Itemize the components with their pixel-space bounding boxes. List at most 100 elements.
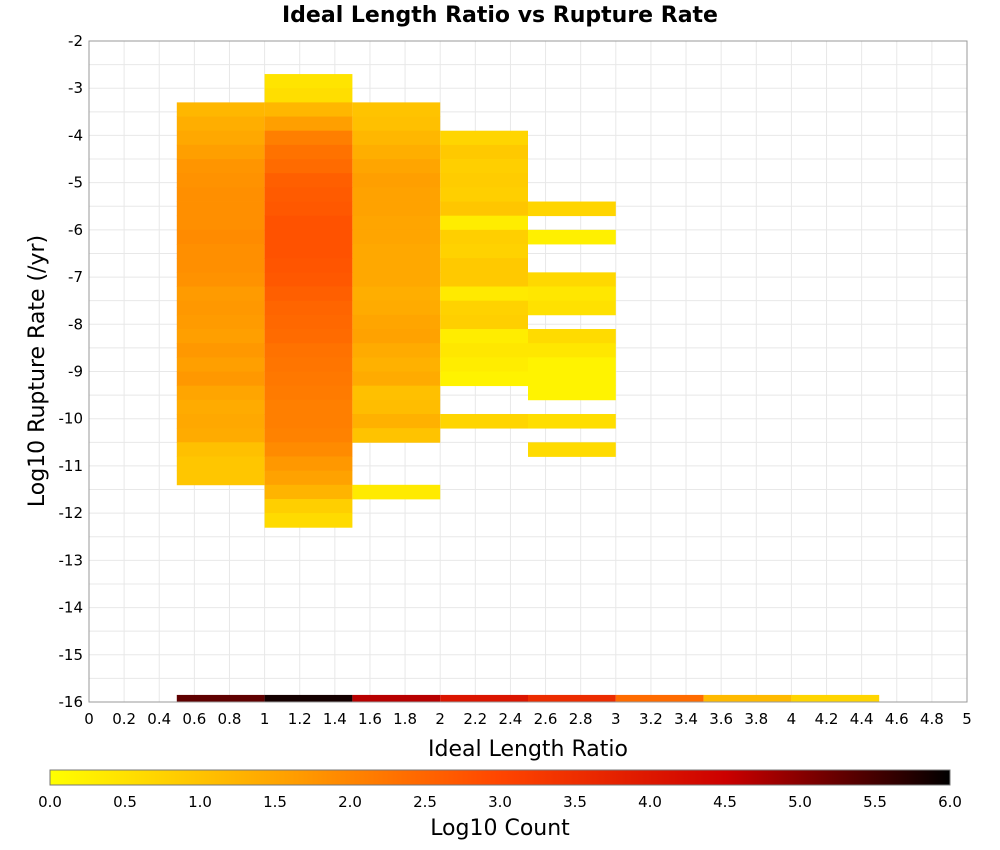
heatmap-cell: [176, 215, 265, 231]
heatmap-cell: [440, 371, 528, 387]
heatmap-cell: [528, 385, 616, 401]
heatmap-cell: [352, 244, 441, 259]
heatmap-cell: [352, 314, 441, 330]
heatmap-cell: [791, 694, 880, 702]
heatmap-cell: [352, 116, 441, 132]
x-tick-label: 3: [611, 710, 621, 728]
heatmap-cell: [176, 102, 265, 117]
x-tick-label: 0.8: [218, 710, 242, 728]
heatmap-cell: [703, 694, 792, 702]
heatmap-cell: [440, 144, 528, 160]
heatmap-cell: [264, 88, 353, 103]
heatmap-cell: [528, 343, 616, 358]
heatmap-cell: [176, 130, 265, 146]
y-tick-label: -9: [68, 363, 83, 381]
colorbar-tick-label: 0.5: [113, 793, 137, 811]
heatmap-cell: [264, 498, 353, 514]
heatmap-cell: [352, 343, 441, 358]
chart-title: Ideal Length Ratio vs Rupture Rate: [282, 3, 718, 28]
colorbar-tick-label: 4.5: [713, 793, 737, 811]
y-tick-label: -10: [59, 410, 84, 428]
heatmap-cell: [264, 357, 353, 372]
heatmap-cell: [176, 343, 265, 358]
heatmap-cell: [264, 470, 353, 486]
heatmap-cell: [264, 258, 353, 273]
x-tick-label: 0.6: [182, 710, 206, 728]
heatmap-cell: [176, 173, 265, 188]
heatmap-cell: [440, 314, 528, 330]
heatmap-cell: [176, 116, 265, 132]
x-tick-label: 2: [435, 710, 445, 728]
x-tick-label: 2.6: [534, 710, 558, 728]
y-tick-label: -6: [68, 221, 83, 239]
heatmap-cell: [176, 258, 265, 273]
x-tick-label: 4: [787, 710, 797, 728]
heatmap-cell: [352, 102, 441, 117]
heatmap-cell: [264, 130, 353, 146]
heatmap-cell: [440, 229, 528, 245]
heatmap-cell: [352, 187, 441, 202]
heatmap-cell: [352, 229, 441, 245]
heatmap-cell: [264, 286, 353, 302]
heatmap-cell: [352, 130, 441, 146]
heatmap-cell: [176, 371, 265, 387]
heatmap-cell: [352, 357, 441, 372]
heatmap-cell: [264, 201, 353, 217]
heatmap-cell: [264, 314, 353, 330]
heatmap-cell: [440, 201, 528, 217]
x-tick-label: 2.2: [463, 710, 487, 728]
heatmap-cell: [440, 694, 528, 702]
heatmap-cell: [176, 229, 265, 245]
heatmap-cell: [264, 173, 353, 188]
heatmap-cell: [176, 286, 265, 302]
heatmap-cell: [352, 215, 441, 231]
x-axis-label: Ideal Length Ratio: [428, 737, 628, 762]
heatmap-cell: [264, 215, 353, 231]
heatmap-cell: [528, 371, 616, 387]
x-tick-label: 5: [962, 710, 972, 728]
heatmap-cell: [176, 413, 265, 429]
heatmap-cell: [264, 442, 353, 457]
y-tick-label: -11: [59, 457, 84, 475]
heatmap-cell: [528, 442, 616, 457]
heatmap-cell: [264, 343, 353, 358]
y-axis-label: Log10 Rupture Rate (/yr): [25, 235, 50, 507]
heatmap-cell: [440, 187, 528, 202]
heatmap-cell: [176, 357, 265, 372]
y-tick-label: -13: [59, 551, 84, 569]
heatmap-cell: [264, 513, 353, 528]
heatmap-cell: [440, 244, 528, 259]
heatmap-cell: [615, 694, 704, 702]
heatmap-cell: [440, 286, 528, 302]
heatmap-cell: [352, 159, 441, 174]
heatmap-cell: [440, 300, 528, 316]
heatmap-cell: [264, 272, 353, 287]
heatmap-cell: [528, 694, 616, 702]
heatmap-cell: [352, 484, 441, 500]
heatmap-cell: [352, 201, 441, 217]
x-tick-label: 1: [260, 710, 270, 728]
x-tick-label: 3.6: [709, 710, 733, 728]
heatmap-cell: [176, 272, 265, 287]
x-tick-label: 0.4: [147, 710, 171, 728]
heatmap-cell: [176, 385, 265, 401]
x-tick-label: 0: [84, 710, 94, 728]
heatmap-cell: [176, 470, 265, 486]
heatmap-cell: [528, 329, 616, 344]
heatmap-cell: [440, 272, 528, 287]
y-tick-label: -3: [68, 79, 83, 97]
heatmap-cell: [264, 244, 353, 259]
y-tick-label: -7: [68, 268, 83, 286]
y-tick-label: -4: [68, 126, 83, 144]
heatmap-cell: [264, 399, 353, 415]
heatmap-cell: [264, 229, 353, 245]
x-tick-label: 1.8: [393, 710, 417, 728]
heatmap-cell: [176, 694, 265, 702]
x-tick-label: 4.6: [885, 710, 909, 728]
heatmap-cell: [352, 329, 441, 344]
heatmap-cell: [440, 215, 528, 231]
heatmap-cell: [440, 413, 528, 429]
heatmap-cell: [352, 286, 441, 302]
colorbar-tick-labels: 0.0 0.5 1.0 1.5 2.0 2.5 3.0 3.5 4.0 4.5 5.0 5.5 6.0: [38, 793, 962, 811]
